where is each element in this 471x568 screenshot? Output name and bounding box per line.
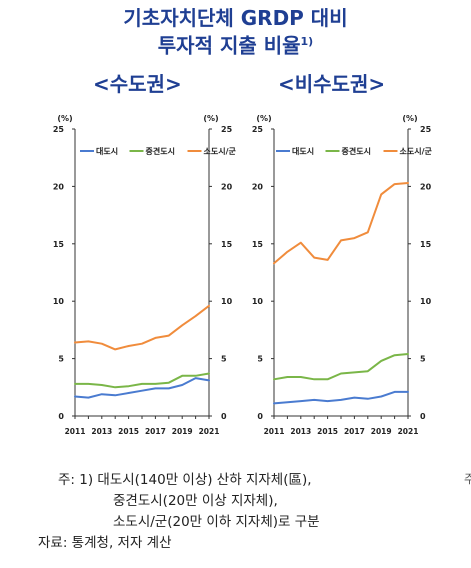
chart-title-line1: 기초자치단체 GRDP 대비 (123, 6, 348, 30)
series-line-capital-0 (74, 377, 210, 399)
unit-label-right: (%) (203, 114, 218, 123)
footnote-line-1: 주: 1) 대도시(140만 이상) 산하 지자체(區), (58, 472, 312, 488)
y-tick-label-left: 10 (252, 297, 264, 306)
x-tick-label: 2013 (290, 427, 311, 436)
y-tick-label-left: 5 (58, 355, 64, 364)
y-tick-label-right: 15 (221, 240, 233, 249)
legend-label: 대도시 (96, 146, 118, 156)
unit-label-left: (%) (57, 114, 72, 123)
y-tick-label-right: 0 (221, 412, 227, 421)
y-tick-label-right: 0 (420, 412, 426, 421)
series-line-capital-2 (74, 304, 210, 351)
legend-label: 소도시/군 (204, 147, 237, 156)
x-tick-label: 2017 (344, 427, 365, 436)
x-tick-label: 2019 (172, 427, 193, 436)
legend-label: 중견도시 (146, 146, 175, 156)
x-tick-label: 2015 (118, 427, 139, 436)
series-line-capital-1 (74, 372, 210, 389)
y-tick-label-left: 20 (252, 182, 264, 191)
chart-title-text: 투자적 지출 비율 (157, 33, 301, 58)
legend-label: 소도시/군 (400, 147, 433, 156)
x-tick-label: 2011 (65, 427, 86, 436)
panel-title-capital: <수도권> (93, 72, 182, 96)
edge-text-fragment: 주 (464, 472, 471, 486)
y-tick-label-right: 10 (420, 297, 432, 306)
source-note: 자료: 통계청, 저자 계산 (38, 535, 172, 551)
y-tick-label-right: 10 (221, 297, 233, 306)
y-tick-label-right: 5 (420, 355, 426, 364)
y-tick-label-left: 15 (53, 240, 65, 249)
x-tick-label: 2021 (398, 427, 419, 436)
y-tick-label-left: 0 (257, 412, 263, 421)
y-tick-label-right: 25 (221, 125, 233, 134)
y-tick-label-right: 15 (420, 240, 432, 249)
chart-panel-noncapital: (%) (%) 0 0 5 5 10 10 15 15 20 20 25 25 2011 2013 2015 20… (252, 114, 433, 436)
title-footnote-marker: 1) (300, 35, 314, 48)
x-tick-label: 2011 (264, 427, 285, 436)
x-tick-label: 2021 (199, 427, 220, 436)
chart-panel-capital: (%) (%) 0 0 5 5 10 10 15 15 20 20 25 25 2011 2013 2015 20… (53, 114, 237, 436)
chart-title-line2: 투자적 지출 비율1) (0, 30, 471, 58)
y-tick-label-right: 20 (221, 182, 233, 191)
x-tick-label: 2015 (317, 427, 338, 436)
series-line-noncapital-1 (273, 353, 409, 381)
y-tick-label-left: 0 (58, 412, 64, 421)
y-tick-label-left: 15 (252, 240, 264, 249)
y-tick-label-left: 20 (53, 182, 65, 191)
y-tick-label-left: 25 (53, 125, 65, 134)
footnote-line-3: 소도시/군(20만 이하 지자체)로 구분 (113, 514, 320, 530)
unit-label-right: (%) (402, 114, 417, 123)
y-tick-label-right: 20 (420, 182, 432, 191)
x-tick-label: 2017 (145, 427, 166, 436)
legend-label: 중견도시 (342, 146, 371, 156)
series-line-noncapital-2 (273, 182, 409, 265)
footnote-line-2: 중견도시(20만 이상 지자체), (113, 493, 278, 509)
x-tick-label: 2013 (91, 427, 112, 436)
series-line-noncapital-0 (273, 390, 409, 405)
y-tick-label-left: 5 (257, 355, 263, 364)
legend-label: 대도시 (292, 146, 314, 156)
unit-label-left: (%) (256, 114, 271, 123)
panel-title-non-capital: <비수도권> (278, 72, 386, 96)
y-tick-label-left: 25 (252, 125, 264, 134)
y-tick-label-right: 5 (221, 355, 227, 364)
y-tick-label-left: 10 (53, 297, 65, 306)
y-tick-label-right: 25 (420, 125, 432, 134)
x-tick-label: 2019 (371, 427, 392, 436)
